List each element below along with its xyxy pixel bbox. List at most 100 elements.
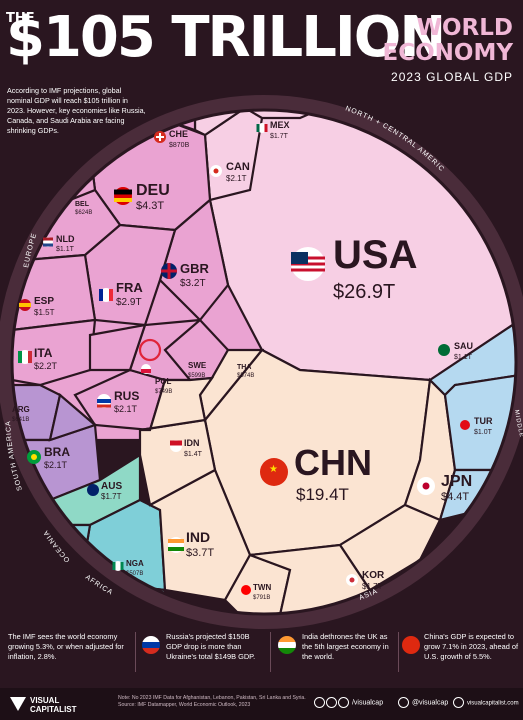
value-sau: $1.1T — [454, 354, 473, 361]
social-links: /visualcap — [314, 697, 383, 708]
cell-asia-mid — [139, 376, 215, 432]
label-bel: BEL $624B — [75, 201, 92, 216]
svg-text:★: ★ — [269, 464, 278, 475]
flag-sau — [438, 344, 450, 356]
code-rus: RUS — [114, 389, 139, 403]
title-amount: $105 TRILLION — [6, 5, 446, 70]
label-deu: DEU $4.3T — [136, 182, 170, 212]
code-idn: IDN — [184, 438, 200, 448]
india-flag-icon — [278, 636, 296, 654]
bottom-bar: VISUAL CAPITALIST Note: No 2023 IMF Data… — [0, 688, 523, 720]
facebook-icon[interactable] — [314, 697, 325, 708]
label-bra: BRA $2.1T — [44, 445, 70, 470]
value-twn: $791B — [253, 595, 270, 601]
value-fra: $2.9T — [116, 297, 142, 308]
label-chn: CHN $19.4T — [294, 442, 372, 504]
label-rus: RUS $2.1T — [114, 389, 139, 414]
value-deu: $4.3T — [136, 200, 164, 212]
label-mex: MEX $1.7T — [270, 120, 290, 140]
flag-can — [210, 165, 222, 177]
code-arg: ARG — [12, 405, 30, 414]
label-ita: ITA $2.2T — [34, 346, 58, 371]
code-sau: SAU — [454, 341, 473, 351]
value-jpn: $4.4T — [441, 491, 469, 503]
title-subtitle: 2023 GLOBAL GDP — [391, 70, 513, 84]
value-usa: $26.9T — [333, 281, 395, 303]
flag-ind — [168, 537, 184, 553]
label-arg: ARG $641B — [12, 405, 30, 423]
fact-india: India dethrones the UK as the 5th larges… — [302, 632, 389, 661]
title-world: WORLD — [416, 15, 513, 41]
value-kor: $1.7T — [362, 582, 383, 591]
china-flag-icon — [402, 636, 420, 654]
value-nld: $1.1T — [56, 246, 75, 253]
social-handle-2[interactable]: @visualcap — [411, 699, 449, 707]
instagram-icon[interactable] — [338, 697, 349, 708]
code-nga: NGA — [126, 559, 144, 568]
note-line1: Note: No 2023 IMF Data for Afghanistan, … — [118, 695, 306, 701]
flag-gbr — [161, 263, 177, 279]
flag-kor — [346, 574, 358, 586]
fact-divider — [398, 632, 399, 672]
code-jpn: JPN — [441, 473, 472, 490]
note-line2: Source: IMF Datamapper, World Economic O… — [118, 702, 251, 708]
value-arg: $641B — [12, 417, 29, 423]
note: Note: No 2023 IMF Data for Afghanistan, … — [118, 695, 318, 709]
flag-bra — [27, 450, 41, 464]
code-mex: MEX — [270, 120, 290, 130]
code-che: CHE — [169, 129, 188, 139]
flag-usa — [291, 247, 325, 281]
code-nld: NLD — [56, 234, 75, 244]
label-tur: TUR $1.0T — [474, 416, 493, 436]
code-bra: BRA — [44, 445, 70, 459]
fact-china: China's GDP is expected to grow 7.1% in … — [424, 632, 519, 661]
fact-divider — [135, 632, 136, 672]
label-fra: FRA $2.9T — [116, 280, 143, 308]
cell-eu-small — [88, 323, 147, 372]
title-the: THE — [6, 11, 35, 26]
value-aus: $1.7T — [101, 492, 122, 501]
label-idn: IDN $1.4T — [184, 438, 203, 458]
at-icon[interactable] — [398, 697, 409, 708]
flag-twn — [241, 585, 251, 595]
value-ind: $3.7T — [186, 547, 214, 559]
code-esp: ESP — [34, 296, 54, 307]
flag-idn — [170, 440, 182, 452]
label-nga: NGA $507B — [126, 559, 144, 577]
social-handle-1[interactable]: /visualcap — [351, 699, 384, 707]
code-ita: ITA — [34, 346, 53, 360]
website-link[interactable]: visualcapitalist.com — [466, 700, 519, 707]
value-ita: $2.2T — [34, 361, 58, 371]
twitter-icon[interactable] — [326, 697, 337, 708]
value-tur: $1.0T — [474, 429, 493, 436]
value-pol: $749B — [155, 389, 172, 395]
label-pol: POL $749B — [155, 377, 172, 395]
value-che: $870B — [169, 142, 190, 149]
label-twn: TWN $791B — [253, 583, 271, 601]
value-mex: $1.7T — [270, 133, 289, 140]
flag-fra — [99, 288, 113, 302]
footer: The IMF sees the world economy growing 5… — [0, 618, 523, 720]
value-gbr: $3.2T — [180, 278, 206, 289]
value-bel: $624B — [75, 210, 92, 216]
code-deu: DEU — [136, 182, 170, 199]
social-links-2: @visualcap — [398, 697, 448, 708]
label-swe: SWE $599B — [188, 361, 207, 379]
vc-logo-icon — [10, 697, 26, 711]
label-ind: IND $3.7T — [186, 529, 214, 559]
label-nld: NLD $1.1T — [56, 234, 75, 253]
flag-pol — [141, 364, 151, 374]
flag-chn: ★ — [260, 458, 288, 486]
flag-jpn — [417, 477, 435, 495]
label-esp: ESP $1.5T — [34, 296, 55, 317]
code-pol: POL — [155, 377, 172, 386]
logo-line1: VISUAL — [30, 696, 60, 705]
globe-icon[interactable] — [453, 697, 464, 708]
cell-sa-small — [48, 392, 98, 442]
page-title: THE $105 TRILLION — [6, 5, 446, 70]
russia-flag-icon — [142, 636, 160, 654]
flag-esp — [19, 299, 31, 311]
code-aus: AUS — [101, 481, 122, 492]
logo-line2: CAPITALIST — [30, 705, 77, 714]
value-tha: $574B — [237, 373, 254, 379]
